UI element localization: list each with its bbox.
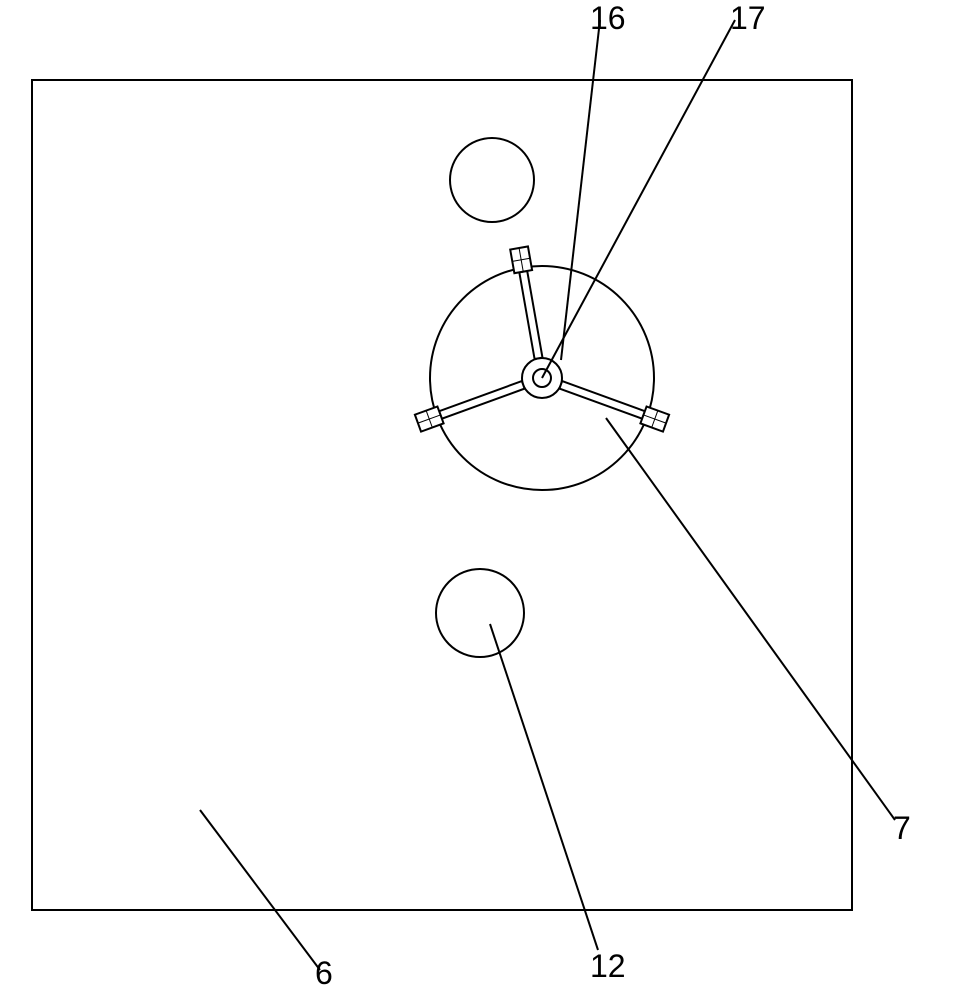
label-7: 7 — [893, 810, 911, 847]
label-17: 17 — [730, 0, 766, 37]
label-6: 6 — [315, 955, 333, 992]
label-16: 16 — [590, 0, 626, 37]
technical-diagram — [0, 0, 971, 1000]
label-12: 12 — [590, 948, 626, 985]
diagram-svg — [0, 0, 971, 1000]
